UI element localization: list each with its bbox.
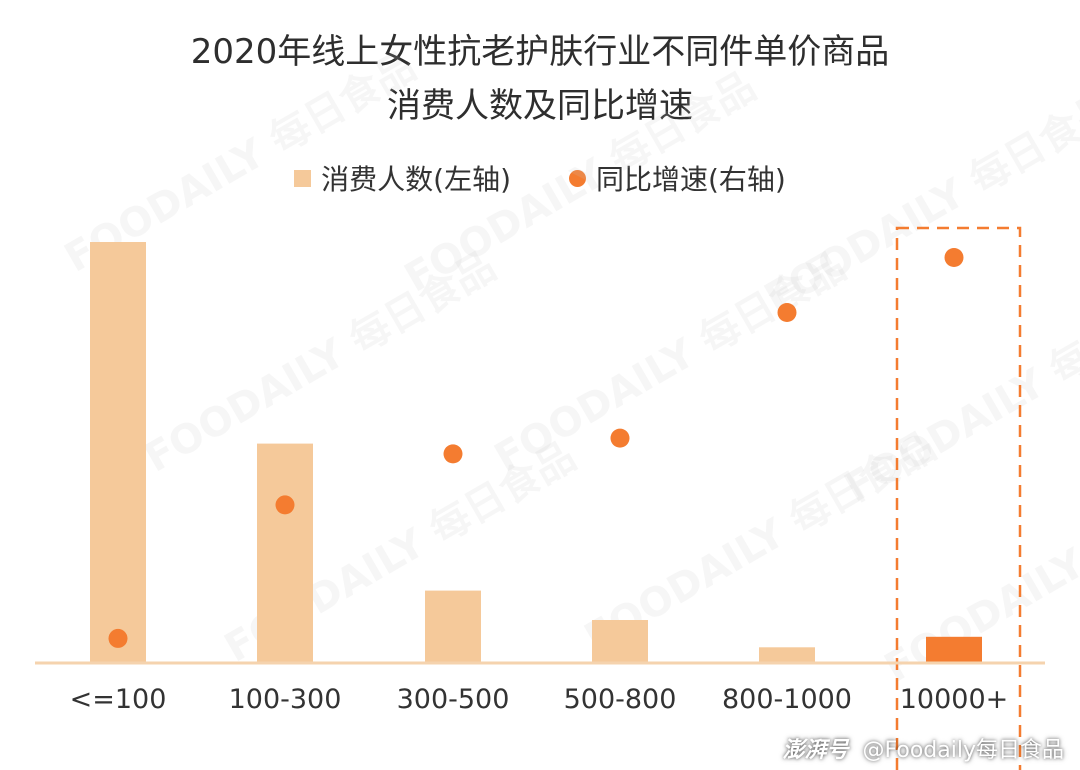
dot-100-300 <box>275 495 295 515</box>
legend-item-dot: 同比增速(右轴) <box>569 158 786 198</box>
chart-title: 2020年线上女性抗老护肤行业不同件单价商品 <box>190 32 890 72</box>
dot-10000+ <box>944 247 964 267</box>
chart-subtitle: 消费人数及同比增速 <box>387 86 693 126</box>
x-tick-label: 500-800 <box>564 684 677 715</box>
bar-300-500 <box>425 590 481 662</box>
footer-credit: 澎湃号 @Foodaily每日食品 <box>783 732 1065 764</box>
x-tick-label: 100-300 <box>229 684 342 715</box>
account-name: @Foodaily每日食品 <box>862 738 1064 763</box>
dot-500-800 <box>610 428 630 448</box>
bar-800-1000 <box>759 647 815 662</box>
bar-100-300 <box>257 443 313 662</box>
x-tick-label: <=100 <box>70 684 167 715</box>
bar-<=100 <box>90 242 146 662</box>
dot-800-1000 <box>777 302 797 322</box>
x-tick-label: 10000+ <box>900 684 1009 715</box>
dot-<=100 <box>108 628 128 648</box>
legend-item-bar: 消费人数(左轴) <box>294 158 511 198</box>
x-tick-label: 300-500 <box>397 684 510 715</box>
bar-500-800 <box>592 620 648 662</box>
legend: 消费人数(左轴) 同比增速(右轴) <box>0 158 1080 198</box>
legend-bar-swatch <box>294 169 312 187</box>
legend-bar-label: 消费人数(左轴) <box>321 163 511 196</box>
bar-10000+ <box>926 636 982 662</box>
x-tick-label: 800-1000 <box>722 684 852 715</box>
legend-dot-label: 同比增速(右轴) <box>596 163 786 196</box>
legend-dot-swatch <box>569 169 586 187</box>
platform-logo: 澎湃号 <box>782 738 849 763</box>
dot-300-500 <box>443 444 463 464</box>
highlight-box <box>895 226 1022 770</box>
